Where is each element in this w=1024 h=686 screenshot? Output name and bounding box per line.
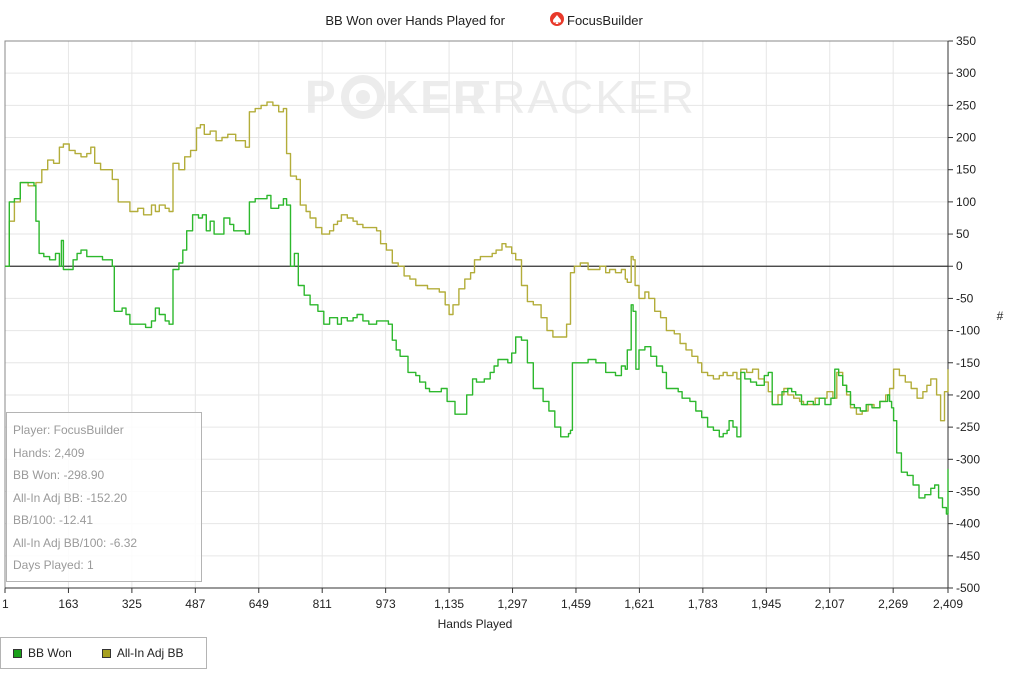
y-tick-label: -300 xyxy=(956,452,980,466)
y-tick-label: 200 xyxy=(956,131,976,145)
y-tick-label: 350 xyxy=(956,34,976,48)
series-line-allin-adj-bb xyxy=(5,102,948,421)
legend-swatch-bb-won xyxy=(13,649,22,658)
x-tick-label: 973 xyxy=(376,597,396,611)
stat-hands: Hands: 2,409 xyxy=(13,442,201,465)
x-tick-label: 2,409 xyxy=(933,597,963,611)
x-tick-label: 1,945 xyxy=(751,597,781,611)
x-tick-label: 1 xyxy=(2,597,9,611)
y-tick-label: -250 xyxy=(956,420,980,434)
y-tick-label: 50 xyxy=(956,227,970,241)
y-tick-label: -350 xyxy=(956,484,980,498)
y-tick-label: 150 xyxy=(956,163,976,177)
legend-swatch-allin-adj-bb xyxy=(102,649,111,658)
y-tick-label: -200 xyxy=(956,388,980,402)
watermark-letter-p: P xyxy=(305,71,338,123)
x-tick-label: 325 xyxy=(122,597,142,611)
stat-allin-adj-bb-per-100: All-In Adj BB/100: -6.32 xyxy=(13,532,201,555)
player-name: FocusBuilder xyxy=(567,13,644,28)
x-tick-label: 163 xyxy=(58,597,78,611)
y-tick-label: 100 xyxy=(956,195,976,209)
y-tick-label: -100 xyxy=(956,324,980,338)
stat-bb-per-100: BB/100: -12.41 xyxy=(13,509,201,532)
legend-label-bb-won: BB Won xyxy=(28,646,72,660)
legend-item-allin-adj-bb[interactable]: All-In Adj BB xyxy=(102,646,184,660)
pokertracker-watermark: P KER TRACKER xyxy=(305,71,696,123)
legend-item-bb-won[interactable]: BB Won xyxy=(13,646,72,660)
y-tick-label: -500 xyxy=(956,581,980,595)
stat-days-played: Days Played: 1 xyxy=(13,554,201,577)
x-tick-label: 2,107 xyxy=(815,597,845,611)
x-tick-label: 487 xyxy=(185,597,205,611)
y-tick-label: -400 xyxy=(956,517,980,531)
poker-logo-icon xyxy=(550,12,564,26)
y-axis-label: # xyxy=(997,309,1004,323)
y-tick-label: 300 xyxy=(956,66,976,80)
stat-player: Player: FocusBuilder xyxy=(13,419,201,442)
watermark-tracker: TRACKER xyxy=(462,71,696,123)
x-axis-label: Hands Played xyxy=(438,617,513,631)
x-tick-label: 811 xyxy=(313,597,332,611)
stat-bb-won: BB Won: -298.90 xyxy=(13,464,201,487)
y-tick-label: -450 xyxy=(956,549,980,563)
y-tick-label: -150 xyxy=(956,356,980,370)
watermark-chip-icon xyxy=(345,79,381,115)
y-tick-label: -50 xyxy=(956,291,974,305)
chart-title: BB Won over Hands Played for xyxy=(325,13,505,28)
x-tick-label: 1,459 xyxy=(561,597,591,611)
x-tick-label: 1,297 xyxy=(498,597,528,611)
y-tick-label: 250 xyxy=(956,98,976,112)
stat-allin-adj-bb: All-In Adj BB: -152.20 xyxy=(13,487,201,510)
y-tick-label: 0 xyxy=(956,259,963,273)
x-tick-label: 1,621 xyxy=(624,597,654,611)
x-tick-label: 649 xyxy=(249,597,269,611)
x-tick-label: 1,783 xyxy=(688,597,718,611)
legend-label-allin-adj-bb: All-In Adj BB xyxy=(117,646,184,660)
x-tick-label: 1,135 xyxy=(434,597,464,611)
x-tick-label: 2,269 xyxy=(878,597,908,611)
legend: BB Won All-In Adj BB xyxy=(0,637,207,669)
stats-box: Player: FocusBuilder Hands: 2,409 BB Won… xyxy=(6,412,202,582)
